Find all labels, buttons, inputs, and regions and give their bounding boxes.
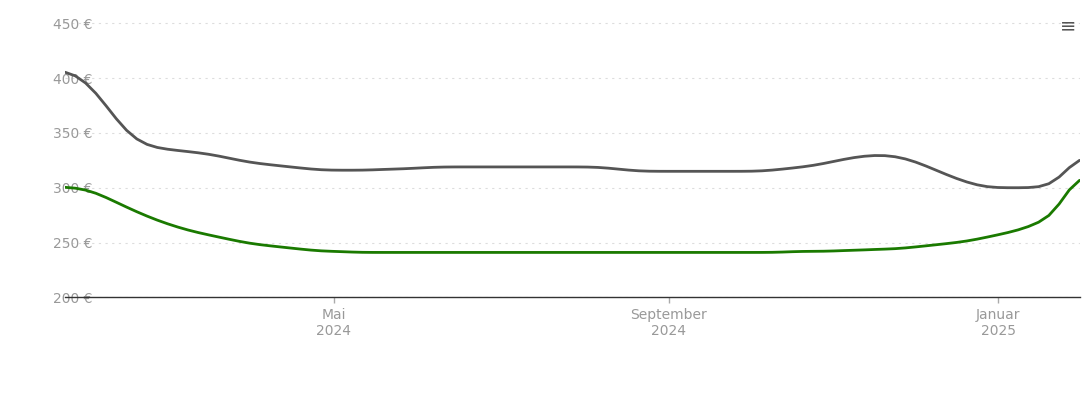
Text: ≡: ≡ [1060,17,1076,36]
